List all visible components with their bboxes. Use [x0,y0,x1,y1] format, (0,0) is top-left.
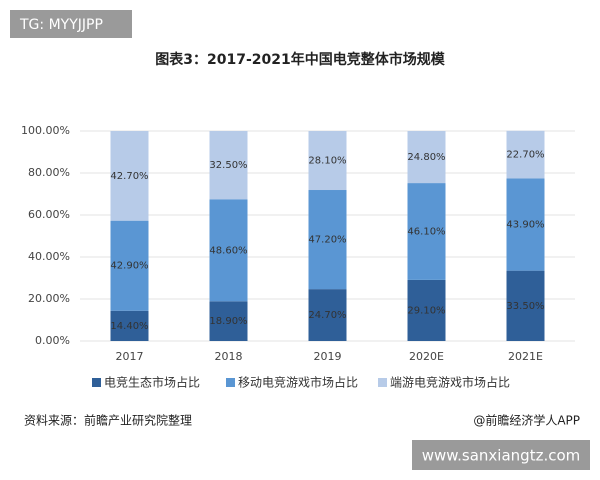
bar-segment [110,131,149,221]
bar-segment [209,199,248,302]
bar-segment [308,131,347,191]
badge: TG: MYYJJPP [19,17,103,33]
bar-segment [407,183,446,280]
chart-title: 图表3：2017-2021年中国电竞整体市场规模 [155,51,445,68]
bar-segment [308,190,347,290]
value-label: 14.40% [110,321,148,332]
bar-segment [506,270,545,341]
value-label: 32.50% [209,160,247,171]
value-label: 43.90% [506,220,544,231]
value-label: 24.80% [407,152,445,163]
site-bg [412,440,590,470]
value-label: 42.70% [110,171,148,182]
x-tick-label: 2021E [508,350,543,363]
badge-bg [10,10,132,38]
value-label: 18.90% [209,316,247,327]
y-tick-label: 100.00% [21,124,70,137]
legend-label: 移动电竞游戏市场占比 [238,375,358,390]
x-tick-label: 2019 [314,350,342,363]
legend-label: 端游电竞游戏市场占比 [390,375,510,390]
value-label: 28.10% [308,156,346,167]
value-label: 48.60% [209,245,247,256]
credit: @前瞻经济学人APP [473,413,580,428]
bar-segment [407,279,446,341]
bar-segment [110,310,149,341]
value-label: 22.70% [506,150,544,161]
bar-segment [308,289,347,341]
legend-label: 电竞生态市场占比 [104,375,200,390]
bar-segment [506,178,545,271]
bar-segment [407,131,446,184]
legend-swatch [378,378,387,387]
site: www.sanxiangtz.com [422,447,581,465]
x-tick-label: 2018 [215,350,243,363]
y-tick-label: 60.00% [28,208,70,221]
bar-segment [209,131,248,200]
value-label: 24.70% [308,310,346,321]
bar-segment [209,301,248,341]
bar-segment [110,220,149,311]
y-tick-label: 20.00% [28,292,70,305]
y-tick-label: 80.00% [28,166,70,179]
legend-swatch [226,378,235,387]
value-label: 46.10% [407,226,445,237]
value-label: 42.90% [110,261,148,272]
x-tick-label: 2020E [409,350,444,363]
bar-segment [506,130,545,179]
value-label: 33.50% [506,301,544,312]
value-label: 29.10% [407,305,445,316]
y-tick-label: 0.00% [35,334,70,347]
source: 资料来源：前瞻产业研究院整理 [24,413,192,428]
x-tick-label: 2017 [116,350,144,363]
legend-swatch [92,378,101,387]
value-label: 47.20% [308,235,346,246]
y-tick-label: 40.00% [28,250,70,263]
